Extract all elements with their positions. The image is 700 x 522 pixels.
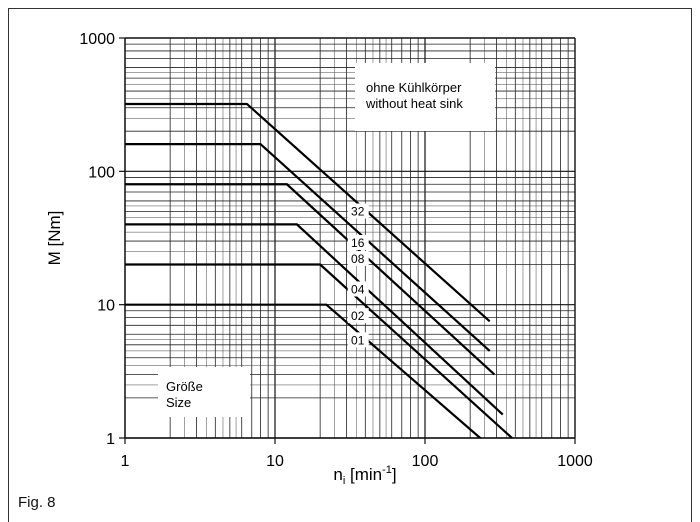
series-label-bg — [347, 235, 369, 251]
annotation-box: ohne Kühlkörper without heat sink — [355, 63, 495, 131]
x-tick-label: 10 — [266, 453, 284, 470]
x-label-subscript: i — [343, 475, 345, 487]
series-label-bg — [347, 251, 369, 267]
series-line-04 — [125, 223, 504, 416]
figure-frame — [8, 8, 692, 522]
y-tick-label: 1000 — [79, 31, 115, 48]
x-label-base: n — [333, 465, 342, 484]
y-tick-label: 100 — [88, 164, 115, 181]
legend-line-2: Size — [166, 395, 191, 410]
series-label-08: 08 — [351, 252, 365, 266]
y-tick-label: 1 — [106, 431, 115, 448]
series-line-02 — [125, 263, 513, 438]
series-label-02: 02 — [351, 309, 365, 323]
series-line-01 — [125, 303, 482, 438]
x-label-unit-close: ] — [392, 465, 397, 484]
series-label-bg — [347, 308, 369, 324]
series-label-bg — [347, 332, 369, 348]
x-tick-label: 1000 — [557, 453, 593, 470]
series-line-16 — [125, 143, 491, 352]
series-line-08 — [125, 183, 496, 376]
x-label-unit-open: [min — [345, 465, 382, 484]
series-label-16: 16 — [351, 236, 365, 250]
y-axis-label: M [Nm] — [45, 211, 64, 266]
axis-tick-labels: 1 10 100 1000 1 10 100 1000 — [79, 31, 592, 470]
x-tick-label: 1 — [121, 453, 130, 470]
series-label-01: 01 — [351, 333, 365, 347]
x-tick-label: 100 — [412, 453, 439, 470]
legend-box: Größe Size — [158, 367, 250, 417]
y-tick-label: 10 — [97, 298, 115, 315]
series-label-04: 04 — [351, 282, 365, 296]
series-label-bg — [347, 281, 369, 297]
series-label-32: 32 — [351, 204, 365, 218]
series-line-32 — [125, 102, 491, 323]
x-label-superscript: -1 — [382, 464, 392, 476]
x-axis-label: ni [min-1] — [333, 464, 396, 487]
annotation-line-2: without heat sink — [365, 96, 463, 111]
series-lines — [125, 102, 513, 438]
series-label-bg — [347, 203, 369, 219]
series-labels: 32 16 08 04 02 01 — [347, 203, 369, 348]
figure-label: Fig. 8 — [18, 494, 56, 511]
legend-line-1: Größe — [166, 379, 203, 394]
annotation-line-1: ohne Kühlkörper — [366, 80, 462, 95]
